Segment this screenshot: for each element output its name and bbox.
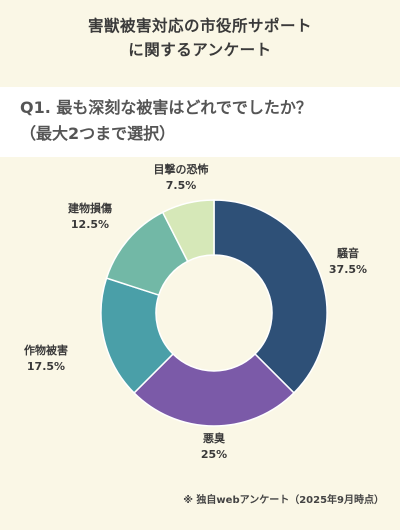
slice-label-4: 目撃の恐怖 (154, 162, 209, 176)
slice-label-3: 建物損傷 (68, 201, 112, 215)
title-line-2: に関するアンケート (128, 40, 272, 59)
slice-value-2: 17.5% (27, 360, 65, 373)
slice-label-2: 作物被害 (24, 343, 68, 357)
question-note: （最大2つまで選択） (20, 124, 176, 143)
slice-value-3: 12.5% (71, 218, 109, 231)
title-line-1: 害獣被害対応の市役所サポート (87, 16, 312, 35)
slice-value-0: 37.5% (329, 263, 367, 276)
slice-value-1: 25% (201, 448, 227, 461)
survey-title: 害獣被害対応の市役所サポート に関するアンケート (0, 0, 400, 75)
slice-0 (213, 199, 328, 394)
footnote: ※ 独自webアンケート（2025年9月時点） (183, 495, 384, 506)
question-text: Q1. 最も深刻な被害はどれででしたか？ (20, 98, 312, 117)
slice-label-0: 騒音 (337, 246, 359, 260)
slice-label-1: 悪臭 (203, 431, 225, 445)
question-panel: Q1. 最も深刻な被害はどれででしたか？ （最大2つまで選択） (0, 87, 400, 157)
slice-value-4: 7.5% (166, 179, 197, 192)
slice-4 (161, 199, 215, 263)
slice-1 (133, 352, 295, 427)
